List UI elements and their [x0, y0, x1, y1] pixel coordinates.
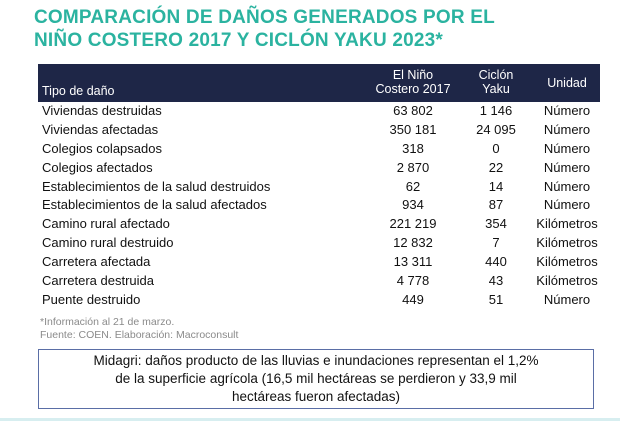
cell-tipo: Colegios colapsados: [42, 140, 162, 156]
cell-tipo: Viviendas destruidas: [42, 103, 162, 118]
cell-nino: 13 311: [393, 254, 433, 270]
bottom-divider: [0, 418, 620, 421]
cell-nino: 934: [402, 197, 424, 213]
header-nino-costero: El Niño Costero 2017: [358, 68, 468, 96]
cell-unidad: Kilómetros: [536, 235, 598, 251]
cell-nino: 63 802: [393, 103, 433, 118]
header-nino-line-2: Costero 2017: [375, 82, 451, 96]
table-row: Camino rural afectado 221 219 354 Kilóme…: [38, 215, 600, 234]
cell-yaku: 43: [488, 273, 504, 289]
table-header: Tipo de daño El Niño Costero 2017 Ciclón…: [38, 64, 600, 102]
cell-nino: 449: [402, 291, 424, 307]
callout-line-3: hectáreas fueron afectadas): [231, 389, 401, 404]
cell-yaku: 354: [485, 216, 507, 232]
table-row: Viviendas afectadas 350 181 24 095 Númer…: [38, 121, 600, 140]
cell-tipo: Carretera destruida: [42, 273, 154, 289]
cell-unidad: Kilómetros: [536, 254, 598, 270]
cell-nino: 62: [405, 178, 421, 194]
midagri-callout: Midagri: daños producto de las lluvias e…: [38, 349, 594, 409]
header-yaku-line-1: Ciclón: [478, 68, 514, 82]
cell-tipo: Carretera afectada: [42, 254, 151, 270]
footnotes: *Información al 21 de marzo. Fuente: COE…: [40, 316, 238, 342]
header-tipo: Tipo de daño: [42, 84, 115, 98]
table-row: Carretera destruida 4 778 43 Kilómetros: [38, 272, 600, 291]
table-row: Colegios colapsados 318 0 Número: [38, 140, 600, 159]
table-row: Establecimientos de la salud afectados 9…: [38, 196, 600, 215]
cell-unidad: Número: [543, 103, 591, 118]
table-row: Colegios afectados 2 870 22 Número: [38, 159, 600, 178]
callout-line-1: Midagri: daños producto de las lluvias e…: [93, 353, 539, 368]
cell-unidad: Número: [543, 140, 591, 156]
cell-yaku: 7: [492, 235, 500, 251]
cell-unidad: Número: [543, 291, 591, 307]
header-ciclon-yaku: Ciclón Yaku: [456, 68, 536, 96]
table-row: Establecimientos de la salud destruidos …: [38, 178, 600, 197]
cell-tipo: Camino rural afectado: [42, 216, 170, 232]
header-yaku-line-2: Yaku: [482, 82, 510, 96]
page-title: COMPARACIÓN DE DAÑOS GENERADOS POR EL NI…: [34, 6, 604, 52]
cell-tipo: Colegios afectados: [42, 159, 153, 175]
title-line-1: COMPARACIÓN DE DAÑOS GENERADOS POR EL: [34, 7, 495, 28]
table-body: Viviendas destruidas 63 802 1 146 Número…: [38, 102, 600, 310]
cell-unidad: Número: [543, 121, 591, 137]
cell-nino: 2 870: [396, 159, 430, 175]
table-row: Camino rural destruido 12 832 7 Kilómetr…: [38, 234, 600, 253]
cell-tipo: Establecimientos de la salud afectados: [42, 197, 267, 213]
cell-unidad: Número: [543, 159, 591, 175]
header-unidad: Unidad: [547, 76, 587, 90]
cell-yaku: 51: [488, 291, 504, 307]
table-row: Viviendas destruidas 63 802 1 146 Número: [38, 102, 600, 121]
table-row: Puente destruido 449 51 Número: [38, 291, 600, 310]
table-row: Carretera afectada 13 311 440 Kilómetros: [38, 253, 600, 272]
cell-tipo: Puente destruido: [42, 291, 141, 307]
title-line-2: NIÑO COSTERO 2017 Y CICLÓN YAKU 2023*: [34, 30, 444, 51]
cell-unidad: Kilómetros: [536, 216, 598, 232]
cell-yaku: 22: [488, 159, 504, 175]
cell-yaku: 1 146: [479, 103, 513, 118]
cell-nino: 350 181: [389, 121, 437, 137]
cell-yaku: 440: [485, 254, 507, 270]
footnote-info: *Información al 21 de marzo.: [40, 316, 175, 328]
cell-unidad: Kilómetros: [536, 273, 598, 289]
cell-nino: 4 778: [396, 273, 430, 289]
cell-nino: 221 219: [389, 216, 437, 232]
damage-table: Tipo de daño El Niño Costero 2017 Ciclón…: [38, 64, 600, 310]
cell-tipo: Camino rural destruido: [42, 235, 174, 251]
cell-tipo: Viviendas afectadas: [42, 121, 159, 137]
cell-yaku: 24 095: [476, 121, 516, 137]
callout-line-2: de la superficie agrícola (16,5 mil hect…: [115, 371, 517, 386]
cell-tipo: Establecimientos de la salud destruidos: [42, 178, 271, 194]
cell-yaku: 14: [488, 178, 504, 194]
cell-unidad: Número: [543, 178, 591, 194]
cell-nino: 12 832: [393, 235, 433, 251]
cell-yaku: 0: [492, 140, 500, 156]
cell-yaku: 87: [488, 197, 504, 213]
cell-unidad: Número: [543, 197, 591, 213]
header-nino-line-1: El Niño: [392, 68, 434, 82]
footnote-source: Fuente: COEN. Elaboración: Macroconsult: [40, 329, 239, 341]
cell-nino: 318: [402, 140, 424, 156]
